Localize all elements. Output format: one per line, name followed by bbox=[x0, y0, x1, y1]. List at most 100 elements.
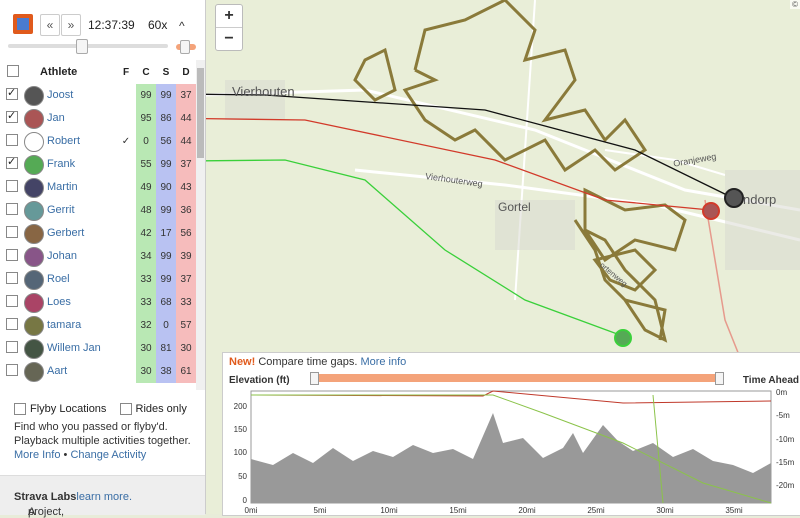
table-row[interactable]: Gerbert 42 17 56 bbox=[0, 222, 196, 245]
table-row[interactable]: Gerrit 48 99 36 bbox=[0, 199, 196, 222]
avatar bbox=[24, 223, 44, 244]
athlete-name[interactable]: Gerrit bbox=[47, 204, 75, 217]
table-header: Athlete F C S D bbox=[0, 60, 196, 84]
athlete-name[interactable]: Martin bbox=[47, 181, 78, 194]
more-info-link[interactable]: More Info bbox=[14, 449, 61, 461]
athlete-name[interactable]: Robert bbox=[47, 135, 81, 148]
forward-button[interactable]: » bbox=[61, 14, 81, 36]
footer-mid: project, bbox=[28, 506, 65, 518]
flyby-checkbox[interactable] bbox=[14, 403, 26, 416]
cell-d: 57 bbox=[176, 314, 196, 337]
column-d[interactable]: D bbox=[182, 66, 190, 78]
play-icon bbox=[17, 18, 29, 30]
athlete-checkbox[interactable] bbox=[6, 295, 18, 307]
cell-f bbox=[116, 84, 136, 107]
range-start-handle[interactable] bbox=[310, 372, 319, 385]
athlete-name[interactable]: Aart bbox=[47, 365, 68, 378]
cell-c: 0 bbox=[136, 130, 156, 153]
x-tick-35: 35mi bbox=[725, 506, 743, 515]
right-tick-20m: -20m bbox=[776, 481, 795, 490]
cell-d: 44 bbox=[176, 130, 196, 153]
change-activity-link[interactable]: Change Activity bbox=[70, 449, 147, 461]
select-all-checkbox[interactable] bbox=[7, 64, 19, 77]
column-s[interactable]: S bbox=[162, 66, 170, 78]
cell-d: 39 bbox=[176, 245, 196, 268]
rides-only-label: Rides only bbox=[135, 403, 187, 415]
athlete-checkbox[interactable] bbox=[6, 203, 18, 215]
athlete-name[interactable]: Frank bbox=[47, 158, 76, 171]
right-tick-0m: 0m bbox=[776, 388, 787, 397]
collapse-chevron-icon[interactable]: ^ bbox=[179, 19, 185, 33]
time-slider[interactable] bbox=[8, 39, 168, 54]
athlete-name[interactable]: tamara bbox=[47, 319, 82, 332]
avatar bbox=[24, 361, 44, 382]
playback-speed[interactable]: 60x bbox=[148, 18, 168, 32]
table-row[interactable]: Willem Jan 30 81 30 bbox=[0, 337, 196, 360]
avatar bbox=[24, 85, 44, 106]
learn-more-link[interactable]: learn more. bbox=[76, 491, 133, 503]
info-text: Find who you passed or flyby'd. Playback… bbox=[14, 421, 191, 447]
cell-c: 32 bbox=[136, 314, 156, 337]
scrollbar-thumb[interactable] bbox=[197, 68, 204, 158]
zoom-in-button[interactable]: + bbox=[224, 7, 234, 24]
column-f[interactable]: F bbox=[122, 66, 130, 78]
athlete-name[interactable]: Roel bbox=[47, 273, 70, 286]
athlete-checkbox[interactable] bbox=[6, 272, 18, 284]
speed-slider-handle[interactable] bbox=[180, 40, 190, 54]
x-tick-20: 20mi bbox=[518, 506, 536, 515]
cell-d: 37 bbox=[176, 268, 196, 291]
rides-only-checkbox[interactable] bbox=[119, 403, 132, 416]
cell-d: 37 bbox=[176, 153, 196, 176]
speed-slider[interactable] bbox=[176, 40, 196, 54]
cell-c: 99 bbox=[136, 84, 156, 107]
athlete-checkbox[interactable] bbox=[6, 86, 18, 100]
athlete-name[interactable]: Gerbert bbox=[47, 227, 85, 240]
table-row[interactable]: Martin 49 90 43 bbox=[0, 176, 196, 199]
table-scrollbar[interactable] bbox=[196, 60, 205, 390]
column-athlete[interactable]: Athlete bbox=[40, 66, 78, 78]
table-row[interactable]: tamara 32 0 57 bbox=[0, 314, 196, 337]
cell-d: 33 bbox=[176, 291, 196, 314]
cell-f: ✓ bbox=[121, 136, 131, 147]
cell-c: 33 bbox=[136, 268, 156, 291]
athlete-name[interactable]: Jan bbox=[47, 112, 65, 125]
athlete-checkbox[interactable] bbox=[6, 155, 18, 169]
range-end-handle[interactable] bbox=[715, 372, 724, 385]
table-row[interactable]: Johan 34 99 39 bbox=[0, 245, 196, 268]
cell-s: 90 bbox=[156, 176, 176, 199]
compare-banner: New! Compare time gaps. More info bbox=[229, 356, 406, 368]
athlete-name[interactable]: Johan bbox=[47, 250, 77, 263]
athlete-checkbox[interactable] bbox=[6, 318, 18, 330]
cell-s: 86 bbox=[156, 107, 176, 130]
athlete-checkbox[interactable] bbox=[6, 364, 18, 376]
athlete-name[interactable]: Joost bbox=[47, 89, 74, 102]
map-attribution[interactable]: © bbox=[790, 0, 800, 9]
athlete-name[interactable]: Loes bbox=[47, 296, 71, 309]
athlete-checkbox[interactable] bbox=[6, 249, 18, 261]
play-button[interactable] bbox=[13, 14, 33, 34]
cell-d: 43 bbox=[176, 176, 196, 199]
compare-more-info-link[interactable]: More info bbox=[360, 356, 407, 368]
athlete-checkbox[interactable] bbox=[6, 134, 18, 146]
time-slider-handle[interactable] bbox=[76, 39, 88, 54]
table-row[interactable]: Aart 30 38 61 bbox=[0, 360, 196, 383]
cell-c: 95 bbox=[136, 107, 156, 130]
athlete-checkbox[interactable] bbox=[6, 226, 18, 238]
athlete-checkbox[interactable] bbox=[6, 341, 18, 353]
elevation-panel: New! Compare time gaps. More info Elevat… bbox=[222, 352, 800, 516]
table-row[interactable]: Robert ✓ 0 56 44 bbox=[0, 130, 196, 153]
column-c[interactable]: C bbox=[142, 66, 150, 78]
elevation-range-slider[interactable] bbox=[310, 372, 724, 385]
table-row[interactable]: Roel 33 99 37 bbox=[0, 268, 196, 291]
y-tick-100: 100 bbox=[234, 448, 248, 457]
athlete-name[interactable]: Willem Jan bbox=[47, 342, 101, 355]
athlete-checkbox[interactable] bbox=[6, 180, 18, 192]
rewind-button[interactable]: « bbox=[40, 14, 60, 36]
table-row[interactable]: Loes 33 68 33 bbox=[0, 291, 196, 314]
avatar bbox=[24, 315, 44, 336]
zoom-out-button[interactable]: − bbox=[216, 27, 242, 50]
athlete-checkbox[interactable] bbox=[6, 109, 18, 123]
